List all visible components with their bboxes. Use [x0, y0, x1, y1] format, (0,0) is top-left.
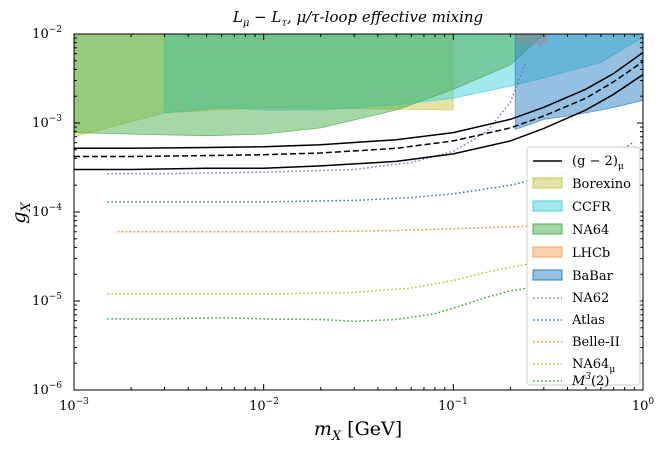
x-axis-label: mX [GeV] [314, 418, 402, 444]
x-tick-label: 100 [632, 397, 655, 414]
line-na62 [107, 62, 527, 175]
line-m-2- [107, 287, 529, 323]
y-tick-label: 10−3 [32, 114, 62, 131]
y-tick-label: 10−6 [32, 381, 62, 398]
region-na64 [74, 34, 545, 137]
legend-label-borexino: Borexino [572, 177, 631, 192]
g2-upper-line [74, 51, 643, 150]
legend: (g − 2)μ Borexino CCFR NA64 LHCb BaBar N… [526, 146, 641, 389]
legend-swatch-na64 [532, 223, 563, 235]
axis-ticks [73, 33, 644, 391]
line-belle-ii [117, 223, 568, 233]
x-tick-label: 10−3 [59, 397, 89, 414]
g2-central-line [74, 60, 643, 158]
g2-lower-line [74, 73, 643, 171]
region-babar [514, 34, 643, 130]
legend-label-na64: NA64 [572, 223, 609, 238]
line-atlas [107, 140, 635, 203]
legend-label-babar: BaBar [572, 269, 614, 284]
y-tick-label: 10−4 [32, 203, 62, 220]
legend-label-atlas: Atlas [571, 313, 605, 328]
projection-lines [107, 62, 635, 323]
legend-swatch-ccfr [532, 200, 563, 212]
legend-swatch-lhcb [532, 246, 563, 258]
chart-title: Lμ − Lτ, μ/τ-loop effective mixing [232, 8, 483, 29]
y-axis-label: gX [8, 202, 34, 224]
legend-label-m3: M3(2) [571, 372, 609, 389]
legend-swatch-babar [532, 269, 563, 281]
legend-label-na64mu: NA64μ [572, 357, 615, 375]
x-tick-label: 10−2 [249, 397, 279, 414]
y-tick-label: 10−2 [32, 25, 62, 42]
exclusion-regions [74, 34, 643, 236]
y-tick-label: 10−5 [32, 292, 62, 309]
line-na64- [107, 263, 529, 295]
legend-label-belle2: Belle-II [572, 335, 620, 350]
legend-label-ccfr: CCFR [572, 200, 612, 215]
legend-swatch-borexino [532, 177, 563, 189]
legend-label-na62: NA62 [572, 291, 609, 306]
legend-label-g2: (g − 2)μ [572, 154, 624, 172]
legend-label-lhcb: LHCb [572, 246, 610, 261]
g-minus-2-band [74, 51, 643, 171]
x-tick-label: 10−1 [438, 397, 468, 414]
